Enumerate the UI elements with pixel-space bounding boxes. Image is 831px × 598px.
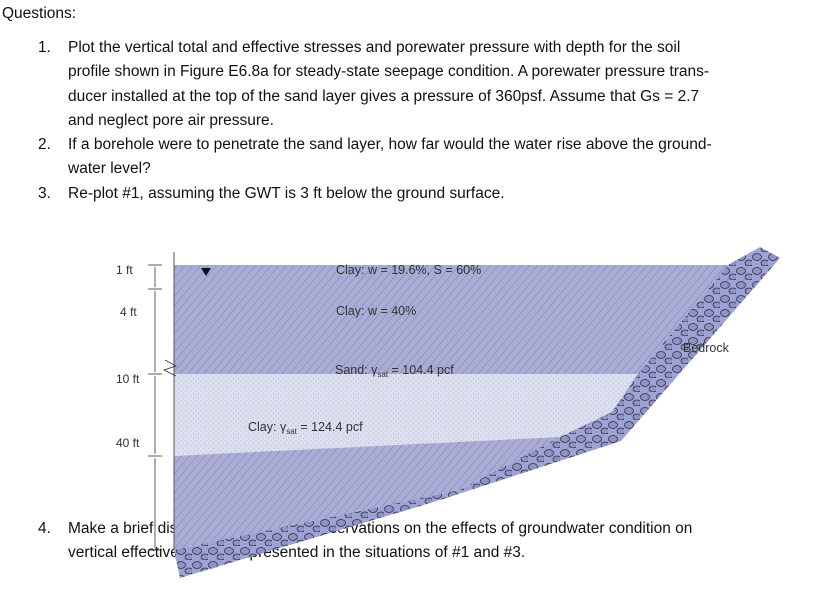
bedrock: [174, 247, 780, 578]
inverted-triangle-icon: [201, 268, 211, 276]
sand-layer: [174, 374, 638, 456]
question-number: 2.: [38, 136, 51, 153]
question-line: If a borehole were to penetrate the sand…: [68, 136, 712, 153]
clay-middle-label: Clay: w = 40%: [336, 304, 416, 318]
question-number: 1.: [38, 39, 51, 56]
questions-heading: Questions:: [2, 5, 77, 22]
sand-label: Sand: γsat = 104.4 pcf: [335, 363, 454, 379]
bedrock-label: Bedrock: [683, 341, 730, 355]
clay-upper-label: Clay: w = 19.6%, S = 60%: [336, 263, 481, 277]
question-line: Re-plot #1, assuming the GWT is 3 ft bel…: [68, 185, 505, 202]
question-number: 4.: [38, 520, 51, 537]
question-line: water level?: [68, 160, 151, 177]
depth-label: 10 ft: [116, 372, 140, 386]
question-line: profile shown in Figure E6.8a for steady…: [68, 63, 710, 80]
depth-dimensions: [148, 264, 177, 551]
question-number: 3.: [38, 185, 51, 202]
clay-layer-lower: [174, 437, 560, 550]
depth-label: 4 ft: [120, 305, 137, 319]
question-line: Plot the vertical total and effective st…: [68, 39, 681, 56]
question-line: and neglect pore air pressure.: [68, 112, 274, 129]
clay-lower-label: Clay: γsat = 124.4 pcf: [248, 420, 363, 436]
question-line: ducer installed at the top of the sand l…: [68, 88, 700, 105]
depth-label: 1 ft: [116, 263, 133, 277]
depth-label: 40 ft: [116, 436, 140, 450]
clay-layer-upper: [174, 265, 728, 374]
